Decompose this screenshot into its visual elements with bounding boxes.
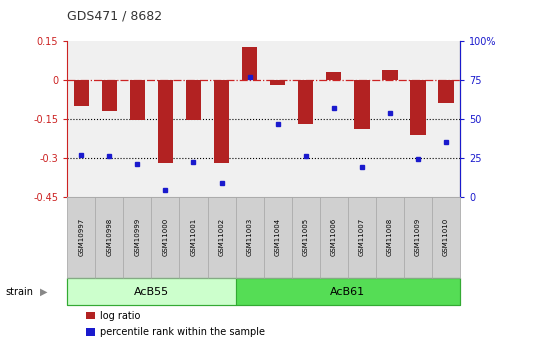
Text: GSM11009: GSM11009 bbox=[415, 218, 421, 256]
Text: GSM11002: GSM11002 bbox=[218, 218, 224, 256]
Bar bbox=[298, 80, 314, 124]
Bar bbox=[186, 80, 201, 120]
Text: GSM11005: GSM11005 bbox=[303, 218, 309, 256]
Bar bbox=[270, 80, 285, 85]
Text: AcB55: AcB55 bbox=[134, 287, 169, 296]
Text: GSM11000: GSM11000 bbox=[162, 218, 168, 256]
Bar bbox=[438, 80, 454, 104]
Text: GSM10998: GSM10998 bbox=[107, 218, 112, 256]
Bar bbox=[102, 80, 117, 111]
Bar bbox=[242, 47, 257, 80]
Bar bbox=[158, 80, 173, 163]
Text: GSM11010: GSM11010 bbox=[443, 218, 449, 256]
Text: GSM11004: GSM11004 bbox=[274, 218, 281, 256]
Bar bbox=[326, 72, 342, 80]
Text: GSM11008: GSM11008 bbox=[387, 218, 393, 256]
Bar bbox=[74, 80, 89, 106]
Text: percentile rank within the sample: percentile rank within the sample bbox=[100, 327, 265, 337]
Text: GSM10997: GSM10997 bbox=[78, 218, 84, 256]
Bar bbox=[130, 80, 145, 120]
Bar bbox=[382, 70, 398, 80]
Bar bbox=[410, 80, 426, 135]
Text: AcB61: AcB61 bbox=[330, 287, 365, 296]
Text: GSM11001: GSM11001 bbox=[190, 218, 196, 256]
Text: GSM11007: GSM11007 bbox=[359, 218, 365, 256]
Text: GDS471 / 8682: GDS471 / 8682 bbox=[67, 9, 162, 22]
Bar bbox=[354, 80, 370, 129]
Text: ▶: ▶ bbox=[40, 287, 48, 296]
Text: log ratio: log ratio bbox=[100, 311, 140, 321]
Text: strain: strain bbox=[5, 287, 33, 296]
Text: GSM11003: GSM11003 bbox=[246, 218, 253, 256]
Bar bbox=[214, 80, 229, 163]
Text: GSM11006: GSM11006 bbox=[331, 218, 337, 256]
Text: GSM10999: GSM10999 bbox=[134, 218, 140, 256]
